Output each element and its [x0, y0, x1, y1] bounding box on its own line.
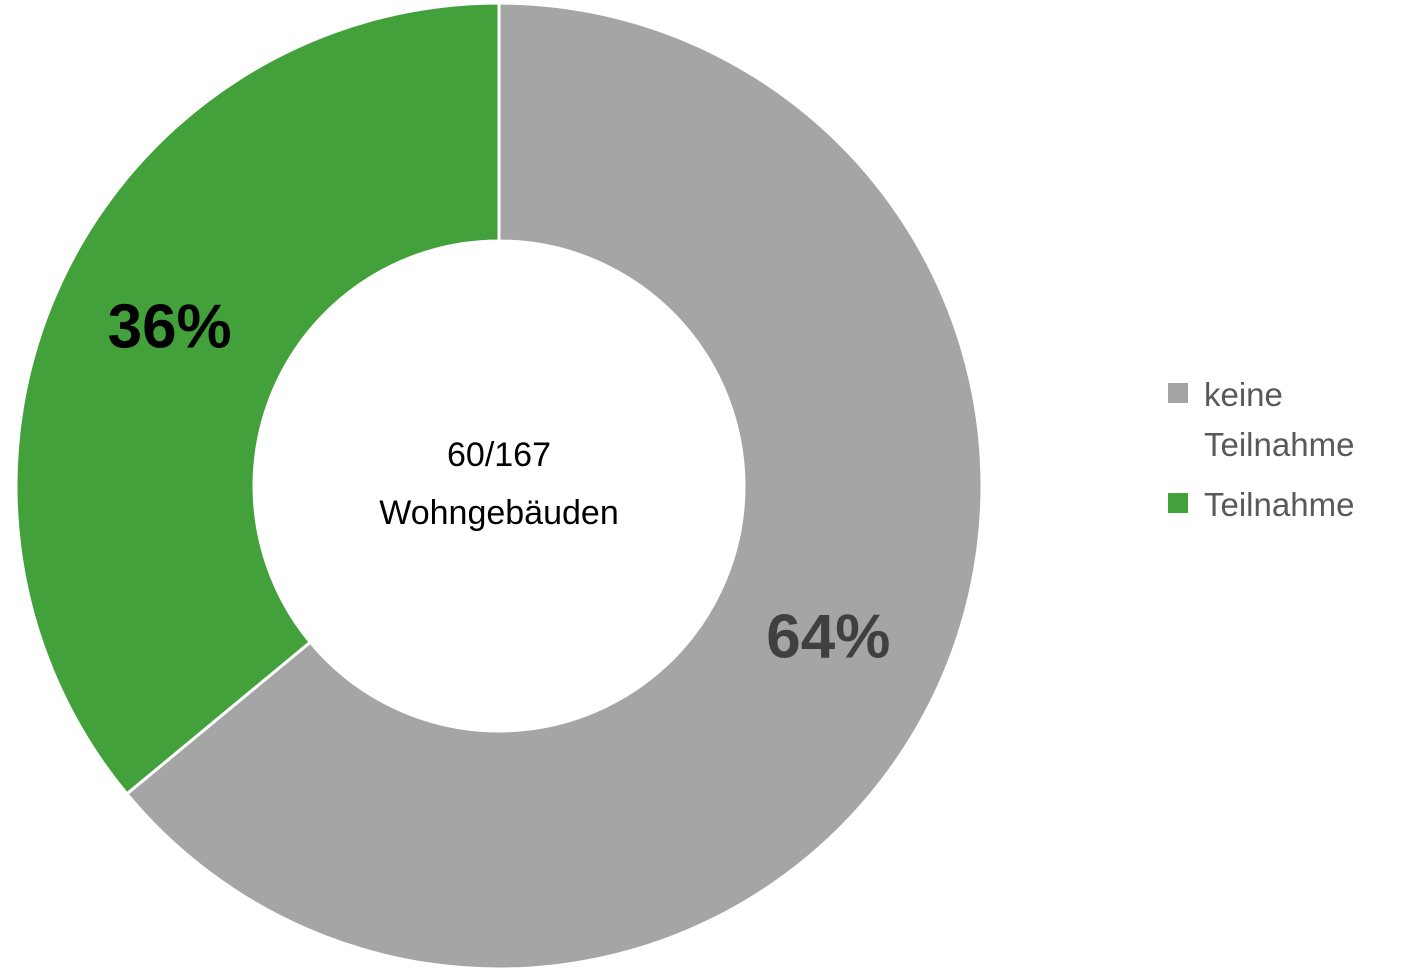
legend-swatch [1168, 493, 1188, 513]
legend-label: keine Teilnahme [1204, 376, 1355, 463]
legend-entry: keine Teilnahme [1168, 370, 1408, 470]
legend: keine Teilnahme Teilnahme [1168, 370, 1408, 540]
donut-slice [124, 1, 984, 968]
center-text: 60/167 [447, 436, 551, 474]
donut-slice [14, 1, 501, 796]
center-text: Wohngebäuden [379, 494, 618, 532]
legend-entry: Teilnahme [1168, 480, 1408, 530]
data-label: 64% [766, 602, 890, 671]
data-label: 36% [108, 292, 232, 361]
legend-label: Teilnahme [1204, 486, 1355, 523]
legend-swatch [1168, 383, 1188, 403]
